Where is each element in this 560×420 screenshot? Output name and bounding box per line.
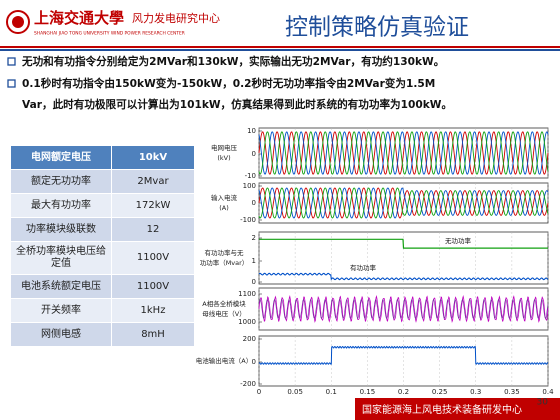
- y-tick-label: -200: [240, 380, 256, 388]
- param-value: 8mH: [111, 322, 195, 347]
- waveform: [258, 345, 549, 365]
- param-name: 电池系统额定电压: [10, 274, 112, 299]
- param-name: 全桥功率模块电压给定值: [10, 241, 112, 275]
- footer-bar: [355, 398, 560, 420]
- table-row: 开关频率 1kHz: [10, 298, 195, 323]
- y-tick-label: 200: [243, 335, 256, 343]
- waveform: [259, 238, 548, 249]
- param-value: 1100V: [111, 241, 195, 275]
- y-tick-label: 0: [252, 358, 256, 366]
- waveform: [258, 294, 549, 324]
- footer-org: 国家能源海上风电技术装备研发中心: [362, 403, 522, 416]
- x-tick-label: 0.35: [504, 388, 520, 396]
- header-rule-blue: [0, 49, 560, 51]
- logo-emblem: [6, 10, 30, 34]
- logo-subtitle: SHANGHAI JIAO TONG UNIVERSITY WIND POWER…: [34, 31, 185, 37]
- plot-label: 功功率（Mvar）: [200, 258, 249, 267]
- y-tick-label: 0: [252, 199, 256, 207]
- plot-label: A相各全桥模块: [202, 299, 246, 308]
- param-value: 2Mvar: [111, 169, 195, 194]
- waveform: [258, 187, 549, 219]
- plot-label: (A): [219, 204, 229, 212]
- y-tick-label: 0: [252, 150, 256, 158]
- param-value: 12: [111, 217, 195, 242]
- waveform: [258, 187, 549, 219]
- param-name: 最大有功功率: [10, 193, 112, 218]
- waveform: [258, 187, 549, 219]
- param-name: 开关频率: [10, 298, 112, 323]
- y-tick-label: 10: [247, 127, 256, 135]
- plot-label: 有功功率与无: [205, 248, 245, 257]
- param-value: 1100V: [111, 274, 195, 299]
- param-name: 电网额定电压: [10, 145, 112, 170]
- bullet-marker: [7, 57, 16, 66]
- y-tick-label: 1: [252, 257, 256, 265]
- y-tick-label: -100: [240, 216, 256, 224]
- plot-label: 母线电压（V）: [202, 309, 245, 318]
- table-row: 最大有功功率 172kW: [10, 193, 195, 218]
- table-row: 电网额定电压 10kV: [10, 145, 195, 170]
- table-row: 电池系统额定电压 1100V: [10, 274, 195, 299]
- bullet-text: 无功和有功指令分别给定为2MVar和130kW，实际输出无功2MVar，有功约1…: [21, 55, 444, 68]
- y-tick-label: 1100: [238, 290, 256, 298]
- table-row: 额定无功功率 2Mvar: [10, 169, 195, 194]
- y-tick-label: 2: [252, 234, 256, 242]
- table-row: 网侧电感 8mH: [10, 322, 195, 347]
- x-tick-label: 0.25: [432, 388, 448, 396]
- x-tick-label: 0.2: [398, 388, 409, 396]
- table-row: 全桥功率模块电压给定值 1100V: [10, 241, 195, 275]
- x-tick-label: 0.3: [470, 388, 481, 396]
- waveform: [258, 272, 549, 281]
- waveform: [258, 131, 549, 175]
- plot-label: 输入电流: [211, 193, 238, 202]
- parameter-table: 电网额定电压 10kV 额定无功功率 2Mvar 最大有功功率 172kW 功率模块级联数 1…: [10, 145, 195, 347]
- y-tick-label: -10: [245, 172, 256, 180]
- y-tick-label: 100: [243, 182, 256, 190]
- slide-title: 控制策略仿真验证: [285, 15, 469, 41]
- waveform: [258, 131, 549, 175]
- plot-note: 有功功率: [350, 263, 377, 272]
- param-value: 172kW: [111, 193, 195, 218]
- logo-emblem-core: [12, 16, 24, 28]
- logo-text: 上海交通大學: [34, 9, 124, 27]
- param-name: 功率模块级联数: [10, 217, 112, 242]
- param-name: 额定无功功率: [10, 169, 112, 194]
- table-row: 功率模块级联数 12: [10, 217, 195, 242]
- y-tick-label: 0: [252, 278, 256, 286]
- x-tick-label: 0: [257, 388, 261, 396]
- x-tick-label: 0.05: [287, 388, 303, 396]
- param-value: 1kHz: [111, 298, 195, 323]
- plot-label: 电池输出电流（A）: [196, 356, 252, 365]
- page-number: 30: [537, 398, 549, 408]
- plot-label: 电网电压: [211, 143, 238, 152]
- x-tick-label: 0.1: [326, 388, 337, 396]
- x-tick-label: 0.4: [542, 388, 554, 396]
- logo-center: 风力发电研究中心: [132, 11, 220, 25]
- plot-label: (kV): [217, 154, 230, 162]
- waveform: [258, 299, 549, 319]
- bullet-text: 0.1秒时有功指令由150kW变为-150kW，0.2秒时无功功率指令由2MVa…: [22, 77, 452, 111]
- x-tick-label: 0.15: [360, 388, 376, 396]
- plot-note: 无功功率: [445, 236, 472, 245]
- param-name: 网侧电感: [10, 322, 112, 347]
- y-tick-label: 1000: [238, 318, 256, 326]
- param-value: 10kV: [111, 145, 195, 170]
- bullet-marker: [7, 79, 16, 88]
- waveform: [258, 131, 549, 175]
